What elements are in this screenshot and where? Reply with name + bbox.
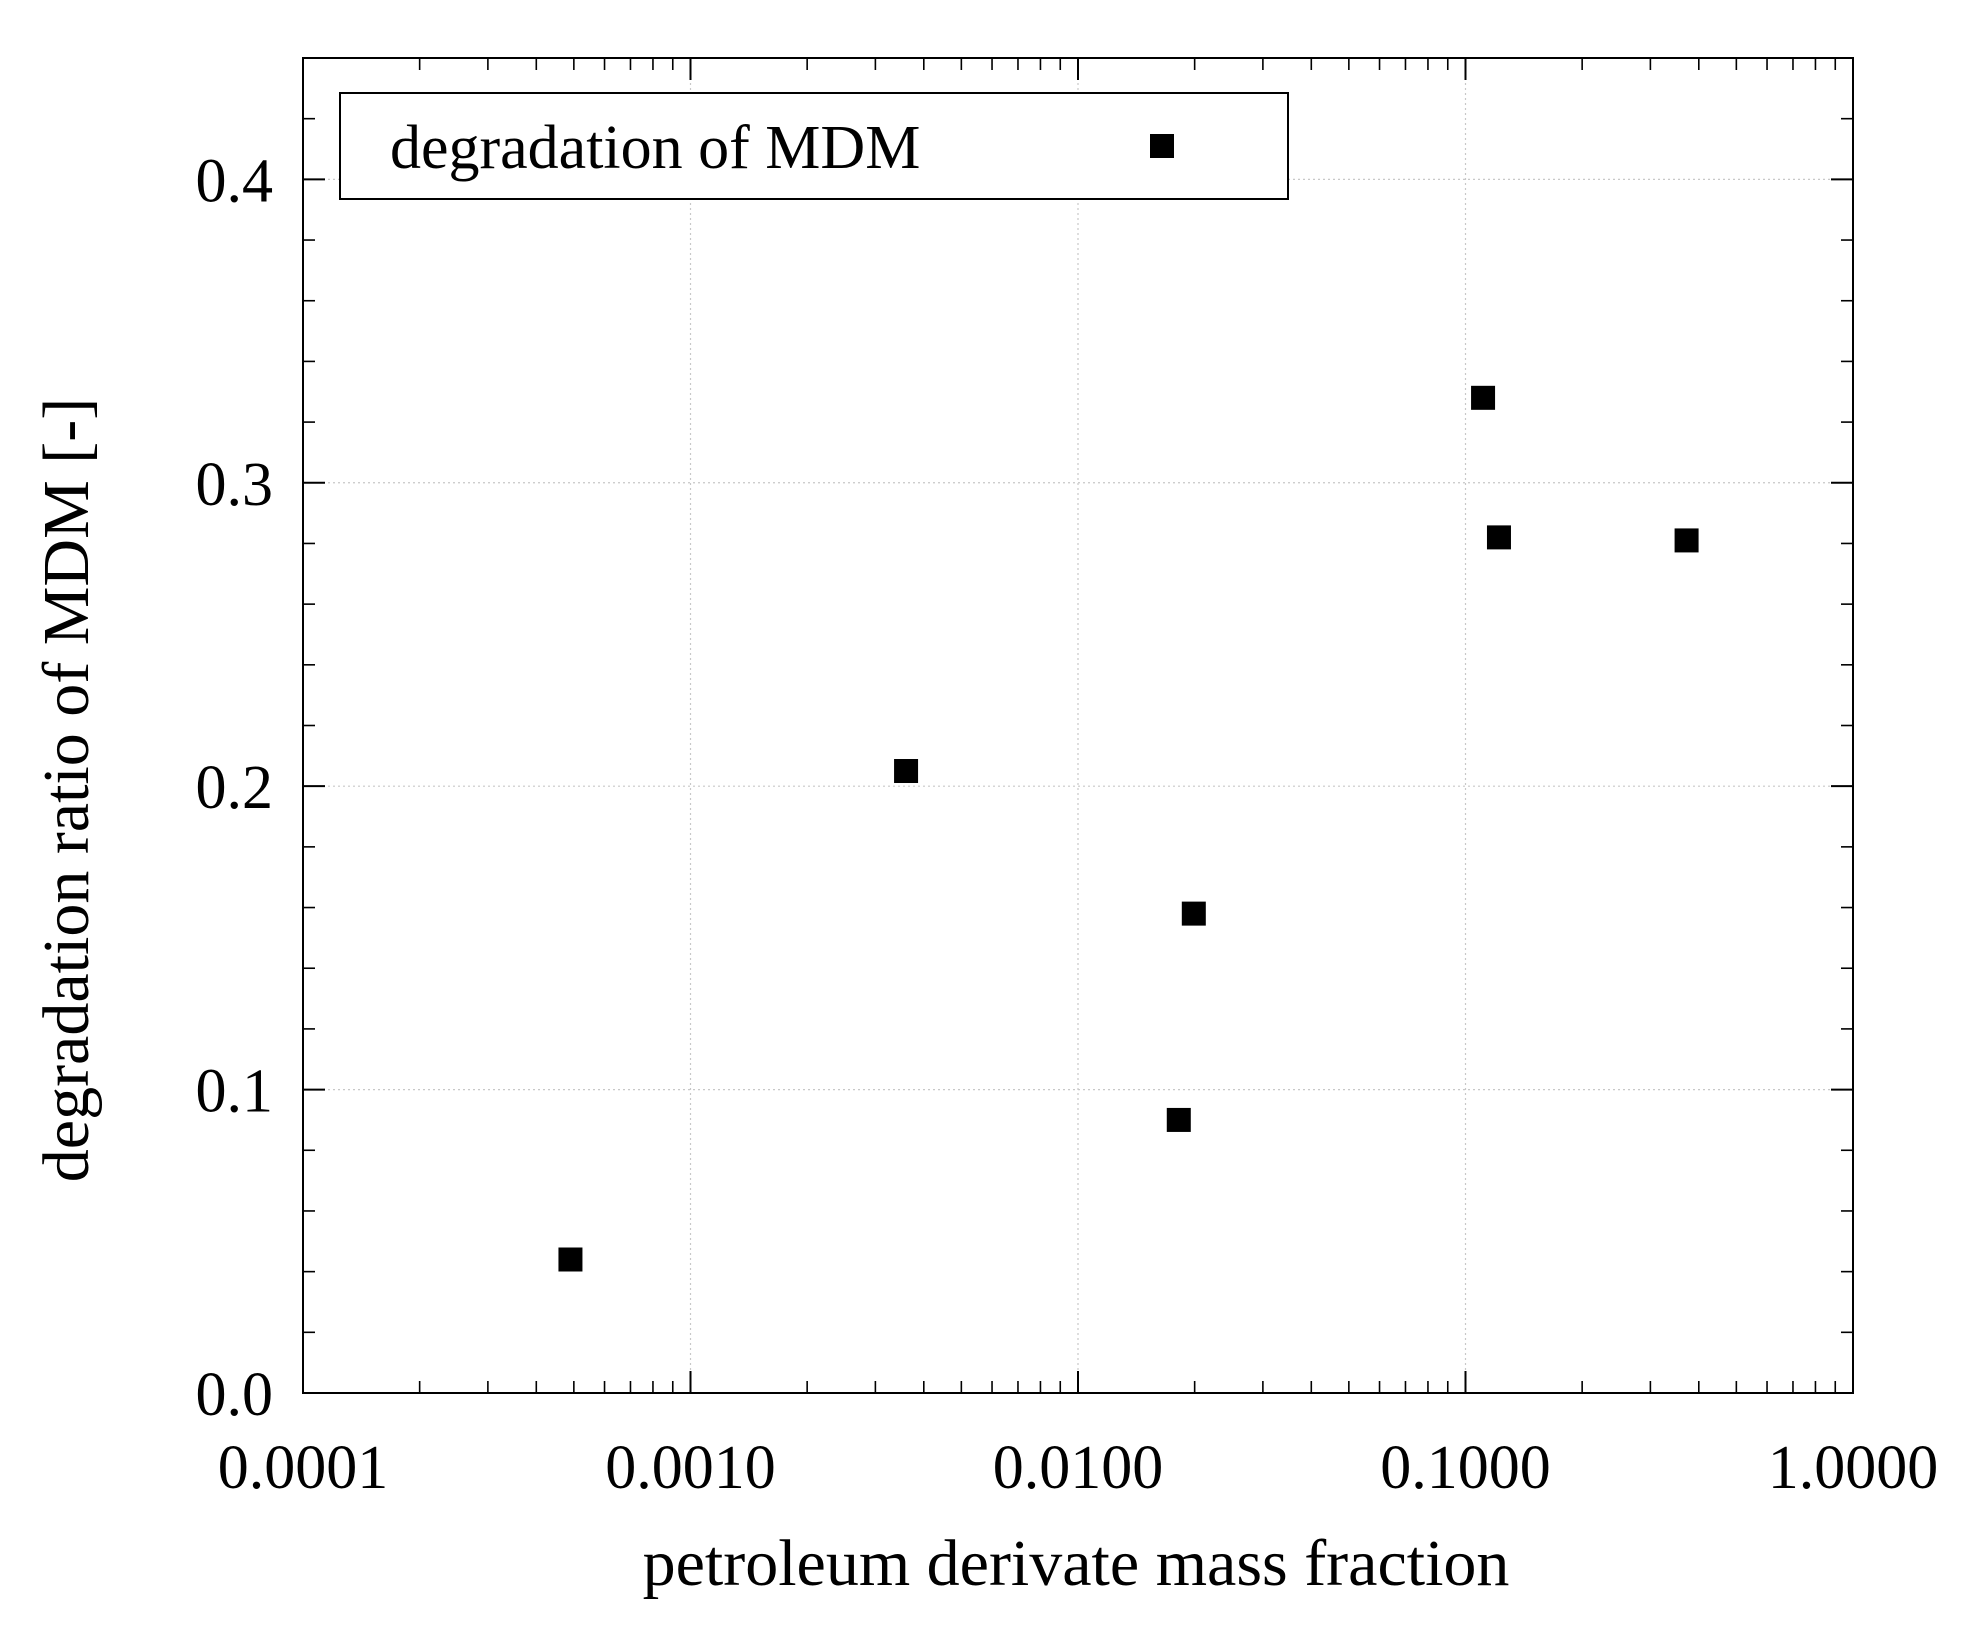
data-point [558, 1247, 583, 1272]
x-tick-label: 0.1000 [1380, 1434, 1551, 1502]
y-tick-label: 0.2 [196, 754, 274, 822]
data-point [1486, 525, 1511, 550]
legend: degradation of MDM [339, 92, 1289, 200]
y-axis-title: degradation ratio of MDM [-] [30, 398, 103, 1182]
y-tick-label: 0.3 [196, 451, 274, 519]
data-point [1471, 385, 1496, 410]
y-tick-label: 0.1 [196, 1058, 274, 1126]
data-point [1166, 1107, 1191, 1132]
legend-marker [1150, 134, 1174, 158]
legend-label: degradation of MDM [390, 114, 920, 182]
plot-area-frame [302, 57, 1854, 1394]
x-tick-labels: 0.0001 0.0010 0.0100 0.1000 1.0000 [218, 1434, 1939, 1502]
y-tick-labels: 0.0 0.1 0.2 0.3 0.4 [196, 147, 274, 1429]
legend-box [339, 92, 1289, 200]
x-tick-label: 1.0000 [1768, 1434, 1939, 1502]
x-tick-label: 0.0001 [218, 1434, 389, 1502]
data-point [1181, 901, 1206, 926]
x-tick-label: 0.0100 [993, 1434, 1164, 1502]
data-point [894, 759, 919, 784]
grid-lines [303, 58, 1853, 1393]
x-tick-label: 0.0010 [605, 1434, 776, 1502]
y-tick-label: 0.0 [196, 1361, 274, 1429]
data-point [1674, 528, 1699, 553]
y-tick-label: 0.4 [196, 147, 274, 215]
x-axis-title: petroleum derivate mass fraction [643, 1527, 1510, 1600]
data-points [558, 385, 1699, 1272]
